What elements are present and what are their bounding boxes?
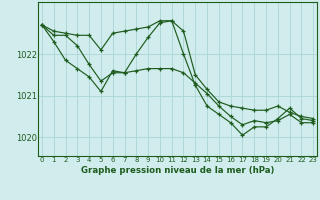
X-axis label: Graphe pression niveau de la mer (hPa): Graphe pression niveau de la mer (hPa) [81, 166, 274, 175]
